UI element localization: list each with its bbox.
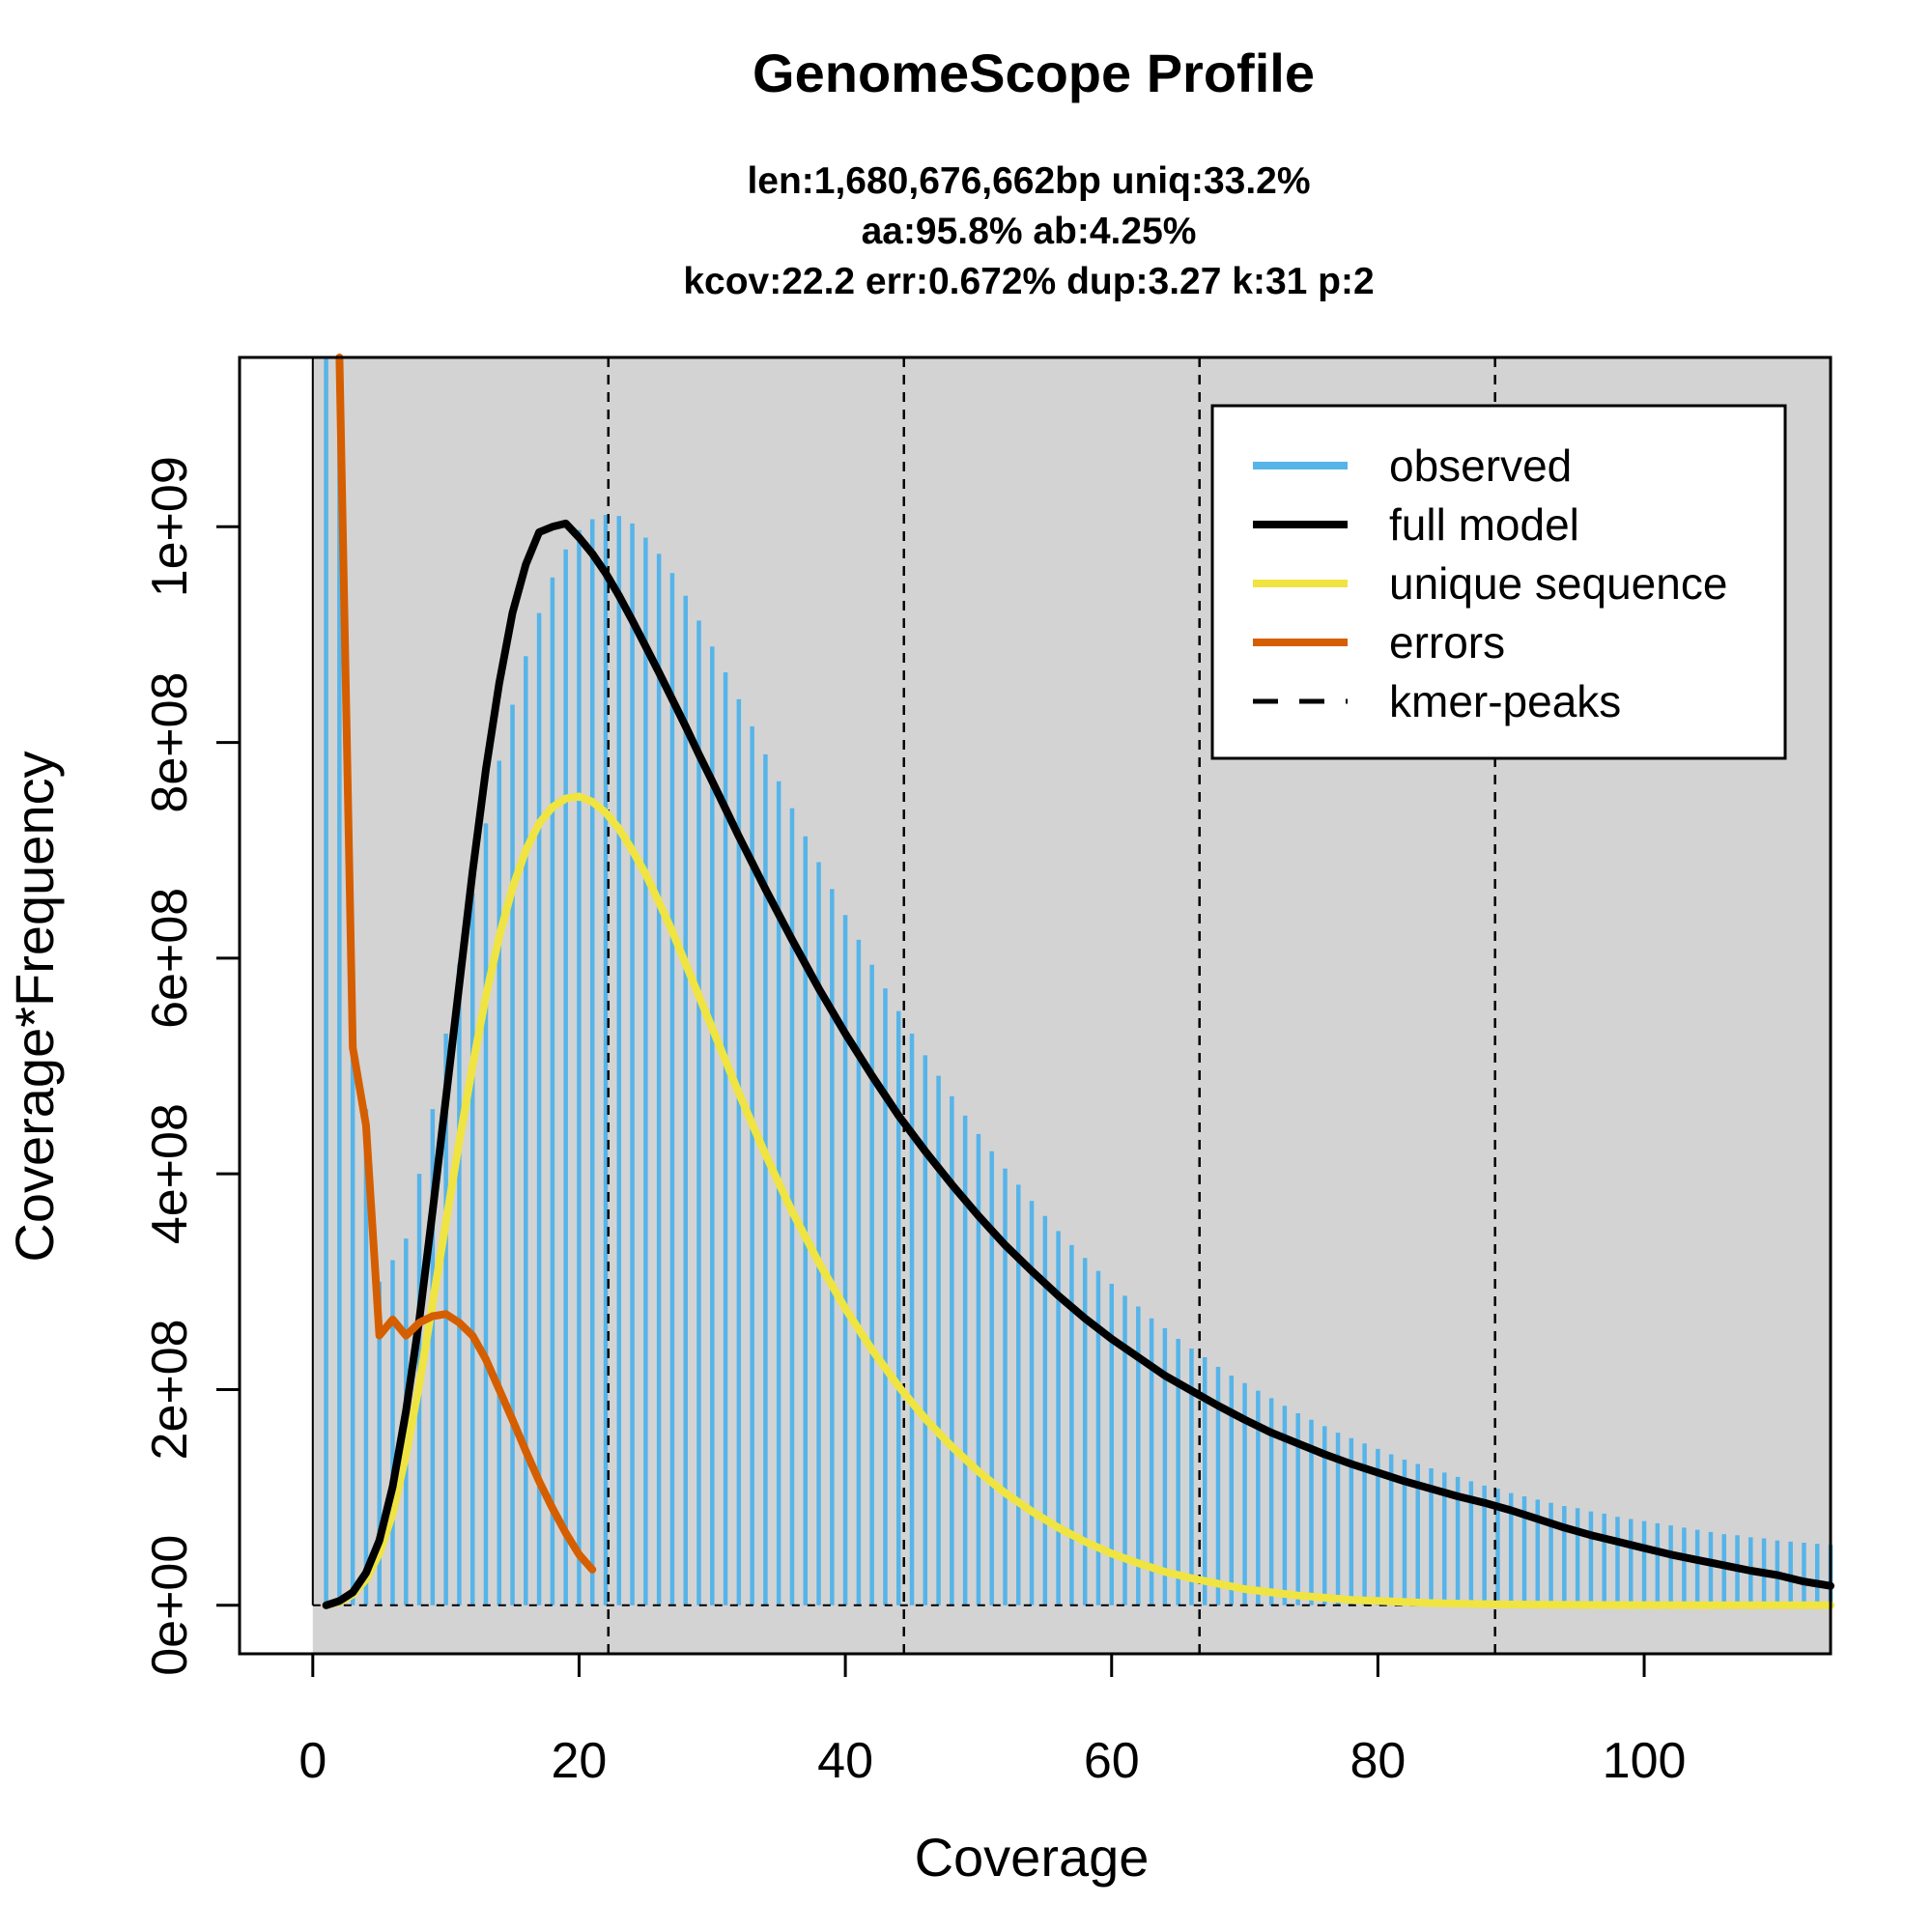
y-tick-label: 2e+08	[142, 1319, 198, 1460]
x-axis-label: Coverage	[915, 1827, 1150, 1888]
x-tick-label: 20	[552, 1733, 608, 1789]
x-tick-label: 0	[298, 1733, 327, 1789]
x-tick-label: 40	[817, 1733, 873, 1789]
legend-label: kmer-peaks	[1389, 676, 1621, 726]
unique-sequence-line	[322, 792, 1834, 1609]
full-model-line	[322, 519, 1834, 1609]
chart-subtitle-line-3: kcov:22.2 err:0.672% dup:3.27 k:31 p:2	[683, 261, 1374, 302]
y-tick-label: 8e+08	[142, 672, 198, 813]
x-tick-label: 80	[1350, 1733, 1406, 1789]
legend-label: full model	[1389, 499, 1579, 550]
x-axis: 0 20 40 60 80 100	[298, 1652, 1687, 1789]
legend-label: observed	[1389, 440, 1572, 491]
chart-title: GenomeScope Profile	[753, 43, 1315, 103]
y-axis-label: Coverage*Frequency	[4, 751, 65, 1262]
legend-label: errors	[1389, 617, 1505, 668]
chart-subtitle-line-2: aa:95.8% ab:4.25%	[862, 211, 1197, 252]
y-tick-label: 0e+00	[142, 1535, 198, 1676]
errors-line	[335, 354, 597, 1574]
y-tick-label: 6e+08	[142, 888, 198, 1029]
y-tick-label: 4e+08	[142, 1103, 198, 1244]
plot-left-strip	[240, 357, 313, 1654]
legend: observed full model unique sequence errors k…	[1210, 404, 1787, 760]
x-tick-label: 100	[1603, 1733, 1687, 1789]
y-axis: 0e+00 2e+08 4e+08 6e+08 8e+08 1e+09	[142, 456, 240, 1676]
y-tick-label: 1e+09	[142, 456, 198, 597]
chart-subtitle-line-1: len:1,680,676,662bp uniq:33.2%	[747, 160, 1310, 202]
legend-label: unique sequence	[1389, 558, 1727, 609]
x-tick-label: 60	[1084, 1733, 1140, 1789]
